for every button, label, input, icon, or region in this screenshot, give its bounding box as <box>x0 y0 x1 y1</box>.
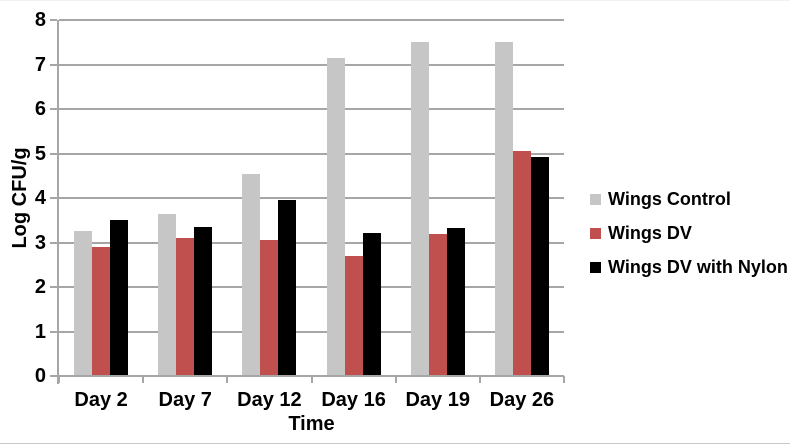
bar-wings-dv-with-nylon-day-2 <box>110 220 129 376</box>
y-axis-tick-2 <box>50 286 57 288</box>
y-axis-tick-0 <box>50 375 57 377</box>
y-axis-line <box>57 20 59 384</box>
gridline-y-7 <box>59 63 564 66</box>
bar-wings-dv-day-7 <box>176 238 195 376</box>
bar-wings-control-day-12 <box>242 173 261 376</box>
bar-wings-dv-with-nylon-day-19 <box>446 227 465 376</box>
bar-wings-dv-day-2 <box>92 246 111 376</box>
bar-wings-control-day-2 <box>74 231 93 376</box>
y-tick-label-4: 4 <box>34 187 46 209</box>
gridline-y-3 <box>59 241 564 244</box>
legend-marker-wings-control <box>590 193 601 205</box>
bar-wings-dv-with-nylon-day-12 <box>278 200 297 376</box>
legend-marker-wings-dv <box>590 227 601 239</box>
gridline-y-6 <box>59 108 564 110</box>
y-tick-label-1: 1 <box>34 320 46 343</box>
y-axis-tick-1 <box>50 330 57 333</box>
x-axis-tick-4 <box>394 376 397 383</box>
y-axis-title: Log CFU/g <box>9 147 31 249</box>
bar-wings-dv-with-nylon-day-16 <box>362 232 381 376</box>
x-axis-tick-5 <box>478 376 481 383</box>
bar-wings-dv-with-nylon-day-26 <box>530 156 549 376</box>
x-tick-label-day-16: Day 16 <box>321 389 386 411</box>
x-tick-label-day-2: Day 2 <box>74 389 128 411</box>
y-axis-tick-3 <box>50 241 57 244</box>
y-axis-tick-6 <box>50 108 57 110</box>
gridline-y-5 <box>59 152 564 155</box>
x-tick-label-day-12: Day 12 <box>237 389 302 411</box>
gridline-y-4 <box>59 197 564 199</box>
bar-wings-control-day-19 <box>410 42 429 376</box>
bar-wings-dv-with-nylon-day-7 <box>194 226 213 376</box>
legend-item-wings-control: Wings Control <box>590 182 788 216</box>
legend-label-wings-control: Wings Control <box>608 188 731 209</box>
y-tick-label-5: 5 <box>34 142 46 165</box>
y-axis-tick-8 <box>50 19 57 21</box>
legend-item-wings-dv-with-nylon: Wings DV with Nylon <box>590 250 788 284</box>
legend-item-wings-dv: Wings DV <box>590 216 788 250</box>
y-tick-label-7: 7 <box>34 53 46 76</box>
y-axis-tick-7 <box>50 63 57 66</box>
x-tick-label-day-19: Day 19 <box>405 389 470 411</box>
x-tick-label-day-7: Day 7 <box>158 389 212 411</box>
bar-wings-dv-day-26 <box>512 151 531 376</box>
bar-wings-dv-day-12 <box>260 240 279 376</box>
legend-label-wings-dv-with-nylon: Wings DV with Nylon <box>608 256 788 277</box>
y-tick-label-0: 0 <box>34 365 46 387</box>
y-axis-tick-4 <box>50 197 57 199</box>
x-axis-tick-0 <box>58 376 60 383</box>
y-axis-tick-5 <box>50 152 57 155</box>
bar-wings-control-day-16 <box>326 57 345 376</box>
y-tick-label-3: 3 <box>34 231 46 254</box>
x-axis-tick-2 <box>226 376 229 383</box>
x-axis-line <box>59 375 564 377</box>
x-tick-label-day-26: Day 26 <box>489 389 555 411</box>
bar-wings-control-day-7 <box>158 213 177 376</box>
x-axis-tick-6 <box>563 376 565 383</box>
gridline-y-8 <box>59 19 564 21</box>
legend: Wings Control Wings DV Wings DV with Nylon <box>590 182 788 284</box>
y-tick-label-8: 8 <box>34 9 46 31</box>
y-tick-label-6: 6 <box>34 98 46 120</box>
gridline-y-2 <box>59 286 564 288</box>
bar-wings-dv-day-16 <box>344 255 363 376</box>
y-tick-label-2: 2 <box>34 276 46 298</box>
x-axis-tick-3 <box>310 376 313 383</box>
bar-wings-control-day-26 <box>494 42 513 376</box>
x-axis-tick-1 <box>142 376 145 383</box>
legend-label-wings-dv: Wings DV <box>608 222 692 243</box>
x-axis-title: Time <box>288 413 335 435</box>
legend-marker-wings-dv-with-nylon <box>590 261 601 273</box>
gridline-y-1 <box>59 330 564 333</box>
bar-wings-dv-day-19 <box>428 233 447 376</box>
